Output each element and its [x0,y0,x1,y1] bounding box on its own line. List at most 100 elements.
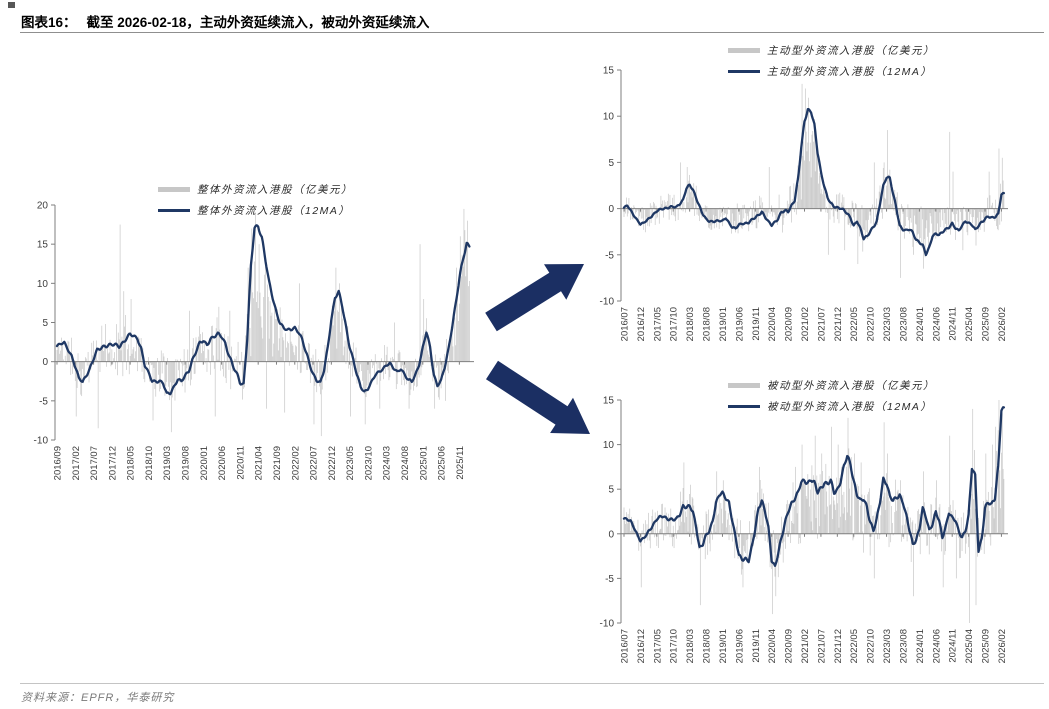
svg-text:2018/08: 2018/08 [702,629,713,663]
svg-text:2024/11: 2024/11 [948,629,959,663]
svg-text:2019/03: 2019/03 [162,446,173,480]
svg-text:2019/08: 2019/08 [181,446,192,480]
svg-text:-10: -10 [600,619,615,630]
svg-text:2026/02: 2026/02 [997,629,1008,663]
svg-text:5: 5 [608,485,614,496]
page-title: 图表16： 截至 2026-02-18，主动外资延续流入，被动外资延续流入 [21,11,429,31]
source-divider [20,683,1044,684]
legend-item-active-bars: 主动型外资流入港股（亿美元） [728,40,935,61]
svg-text:-5: -5 [605,250,614,261]
svg-text:2020/06: 2020/06 [217,446,228,480]
svg-text:2020/04: 2020/04 [767,629,778,663]
svg-text:2018/08: 2018/08 [702,307,713,341]
svg-text:15: 15 [37,240,49,251]
svg-text:2019/01: 2019/01 [718,307,729,341]
svg-text:2022/05: 2022/05 [849,307,860,341]
svg-text:2020/04: 2020/04 [767,307,778,341]
svg-text:2020/09: 2020/09 [784,307,795,341]
svg-text:2024/06: 2024/06 [931,307,942,341]
arrow-to-active-chart [485,264,584,332]
legend-label: 整体外资流入港股（12MA） [197,205,351,217]
svg-text:2021/02: 2021/02 [800,307,811,341]
svg-text:0: 0 [42,357,48,368]
svg-text:2019/06: 2019/06 [734,629,745,663]
svg-text:2023/08: 2023/08 [898,307,909,341]
svg-text:20: 20 [37,201,49,212]
line-swatch-icon [728,70,760,73]
svg-text:2016/09: 2016/09 [53,446,64,480]
svg-text:10: 10 [603,112,615,123]
svg-text:2023/03: 2023/03 [882,629,893,663]
svg-text:2020/01: 2020/01 [199,446,210,480]
svg-text:0: 0 [608,529,614,540]
svg-text:15: 15 [603,66,615,77]
svg-text:2021/02: 2021/02 [800,629,811,663]
legend-item-active-ma: 主动型外资流入港股（12MA） [728,61,935,82]
svg-text:2023/08: 2023/08 [898,629,909,663]
svg-text:2023/05: 2023/05 [345,446,356,480]
legend-label: 整体外资流入港股（亿美元） [197,184,353,196]
svg-text:2020/11: 2020/11 [235,446,246,480]
svg-text:2019/01: 2019/01 [718,629,729,663]
svg-text:2022/12: 2022/12 [327,446,338,480]
svg-text:2024/06: 2024/06 [931,629,942,663]
legend-overall: 整体外资流入港股（亿美元） 整体外资流入港股（12MA） [158,179,353,221]
bar-swatch-icon [728,48,760,53]
legend-item-passive-bars: 被动型外资流入港股（亿美元） [728,375,935,396]
svg-text:2021/12: 2021/12 [833,307,844,341]
svg-text:2017/12: 2017/12 [107,446,118,480]
line-swatch-icon [158,209,190,212]
figure-title-text: 截至 2026-02-18，主动外资延续流入，被动外资延续流入 [86,15,430,30]
svg-text:2018/03: 2018/03 [685,307,696,341]
svg-text:-5: -5 [605,574,614,585]
svg-text:0: 0 [608,204,614,215]
svg-text:2021/04: 2021/04 [254,446,265,480]
svg-text:2022/05: 2022/05 [849,629,860,663]
svg-text:2025/09: 2025/09 [981,307,992,341]
svg-text:2021/07: 2021/07 [816,629,827,663]
svg-text:2026/02: 2026/02 [997,307,1008,341]
svg-text:2025/01: 2025/01 [418,446,429,480]
svg-text:10: 10 [37,279,49,290]
arrow-to-passive-chart [486,360,590,434]
svg-text:2022/07: 2022/07 [309,446,320,480]
svg-text:2024/11: 2024/11 [948,307,959,341]
svg-text:2025/04: 2025/04 [964,307,975,341]
source-note: 资料来源：EPFR，华泰研究 [21,692,175,704]
svg-text:2024/03: 2024/03 [382,446,393,480]
svg-text:2024/01: 2024/01 [915,307,926,341]
svg-text:2016/12: 2016/12 [636,629,647,663]
svg-text:2019/11: 2019/11 [751,629,762,663]
svg-text:2023/10: 2023/10 [363,446,374,480]
legend-label: 主动型外资流入港股（亿美元） [767,45,935,57]
legend-item-passive-ma: 被动型外资流入港股（12MA） [728,396,935,417]
svg-text:2023/03: 2023/03 [882,307,893,341]
svg-text:2025/09: 2025/09 [981,629,992,663]
svg-text:2019/06: 2019/06 [734,307,745,341]
svg-text:5: 5 [42,318,48,329]
title-divider [20,32,1044,33]
legend-item-overall-ma: 整体外资流入港股（12MA） [158,200,353,221]
svg-text:-10: -10 [34,436,49,447]
line-swatch-icon [728,405,760,408]
svg-text:2021/12: 2021/12 [833,629,844,663]
svg-text:2022/10: 2022/10 [866,307,877,341]
svg-text:2020/09: 2020/09 [784,629,795,663]
svg-text:2017/10: 2017/10 [669,629,680,663]
legend-item-overall-bars: 整体外资流入港股（亿美元） [158,179,353,200]
svg-text:2017/07: 2017/07 [89,446,100,480]
bar-swatch-icon [728,383,760,388]
svg-text:2018/10: 2018/10 [144,446,155,480]
legend-label: 被动型外资流入港股（12MA） [767,401,933,413]
svg-text:-10: -10 [600,297,615,308]
legend-active: 主动型外资流入港股（亿美元） 主动型外资流入港股（12MA） [728,40,935,82]
legend-label: 被动型外资流入港股（亿美元） [767,380,935,392]
svg-text:2021/09: 2021/09 [272,446,283,480]
svg-text:2022/02: 2022/02 [290,446,301,480]
svg-text:2018/05: 2018/05 [126,446,137,480]
svg-text:2017/05: 2017/05 [652,307,663,341]
svg-text:15: 15 [603,396,615,407]
page-edge-artifact [8,2,15,8]
svg-text:2016/07: 2016/07 [620,307,631,341]
